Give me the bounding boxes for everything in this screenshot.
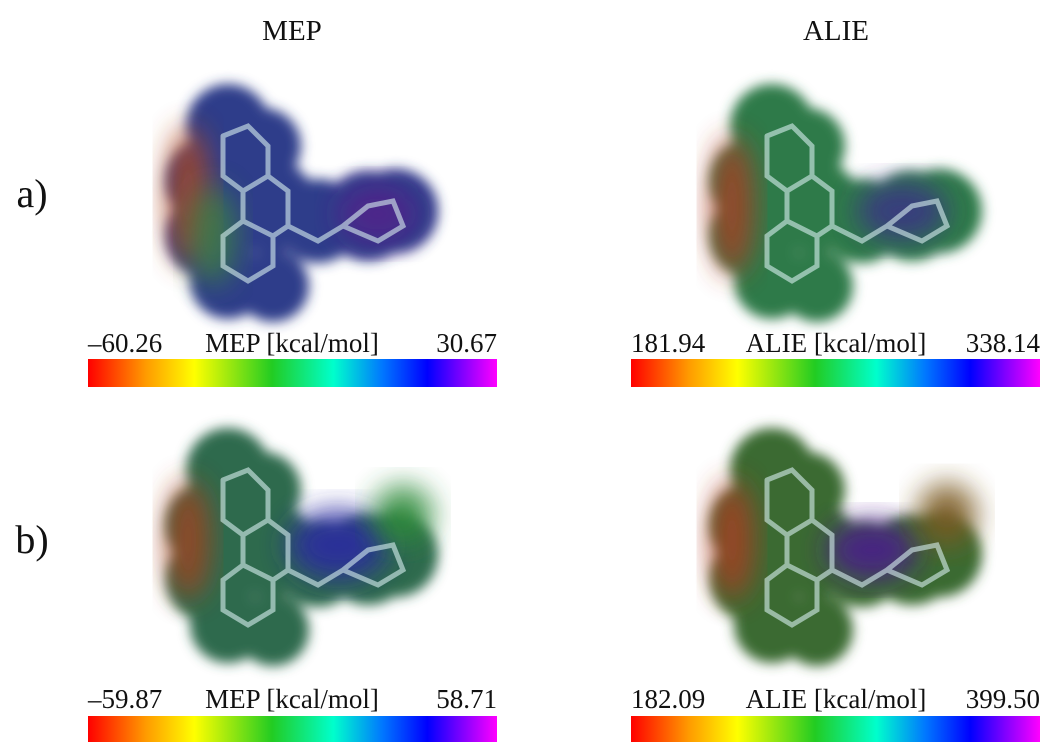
colorbar: –59.87 MEP [kcal/mol] 58.71 xyxy=(87,684,497,742)
molecule-surface xyxy=(710,428,982,666)
colorbar-max: 58.71 xyxy=(436,684,497,714)
column-header: ALIE xyxy=(803,15,869,47)
colorbar-max: 399.50 xyxy=(966,684,1040,714)
colorbar-min: 181.94 xyxy=(631,328,706,358)
colorbar: –60.26 MEP [kcal/mol] 30.67 xyxy=(87,328,497,387)
colorbar-max: 30.67 xyxy=(436,328,497,358)
colorbar-title: MEP [kcal/mol] xyxy=(205,684,379,714)
colorbar-gradient xyxy=(631,359,1040,387)
colorbar-gradient xyxy=(88,716,497,742)
colorbar-max: 338.14 xyxy=(966,328,1041,358)
colorbar: 181.94 ALIE [kcal/mol] 338.14 xyxy=(631,328,1041,387)
row-label: a) xyxy=(16,171,47,216)
colorbar-gradient xyxy=(631,716,1040,742)
colorbar-title: ALIE [kcal/mol] xyxy=(746,684,927,714)
molecule-surface xyxy=(166,428,438,666)
colorbar-title: MEP [kcal/mol] xyxy=(205,328,379,358)
colorbar-min: 182.09 xyxy=(631,684,705,714)
row-label: b) xyxy=(15,517,48,562)
colorbar-title: ALIE [kcal/mol] xyxy=(746,328,927,358)
colorbar-min: –59.87 xyxy=(87,684,162,714)
colorbar-min: –60.26 xyxy=(87,328,162,358)
molecule-surface xyxy=(166,84,438,322)
figure: MEP ALIE a) b) –60.26 MEP [kcal/mol] 30.… xyxy=(0,0,1043,742)
colorbar-gradient xyxy=(88,359,497,387)
column-header: MEP xyxy=(262,15,322,47)
molecule-surface xyxy=(710,84,982,322)
colorbar: 182.09 ALIE [kcal/mol] 399.50 xyxy=(631,684,1040,742)
